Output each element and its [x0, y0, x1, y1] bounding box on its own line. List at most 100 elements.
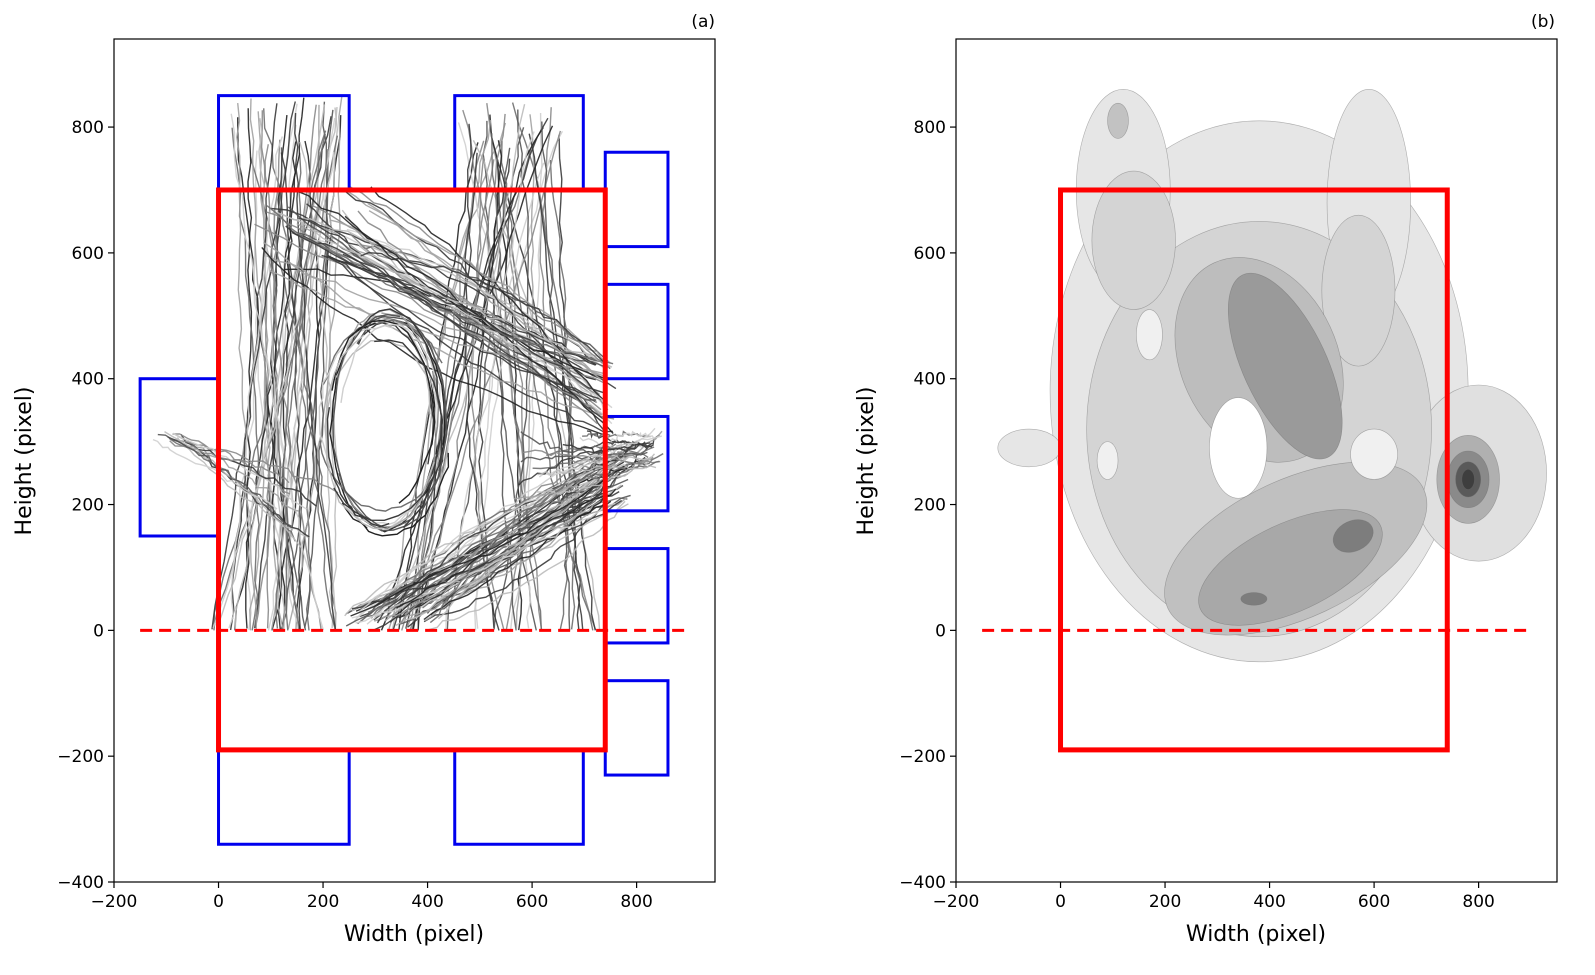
zone-rect — [603, 547, 670, 645]
trajectory — [231, 127, 260, 631]
trajectory — [423, 501, 606, 623]
trajectory — [326, 407, 390, 528]
trajectory — [299, 141, 338, 629]
trajectory — [429, 444, 623, 624]
trajectory — [528, 133, 596, 631]
trajectory — [361, 458, 621, 622]
panel-a-label: (a) — [691, 12, 715, 32]
trajectory — [367, 202, 601, 380]
panel-a-axes-frame — [113, 38, 716, 883]
panel-b-roi-rect — [1058, 187, 1450, 753]
trajectory — [236, 103, 257, 631]
trajectory — [356, 315, 448, 515]
panel-b-y-tick-label: 400 — [914, 370, 946, 390]
trajectory — [537, 464, 657, 477]
panel-a-y-tick-label: 800 — [72, 118, 104, 138]
panel-b-x-tick-label: −200 — [933, 892, 980, 912]
trajectory — [513, 430, 663, 500]
panel-a-y-ticks: −400 −200 0 200 400 600 800 — [57, 118, 114, 893]
trajectory — [331, 256, 613, 433]
trajectory — [425, 503, 629, 632]
panel-b-y-tick-label: 600 — [914, 244, 946, 264]
panel-a-y-tick-label: −200 — [57, 747, 104, 767]
trajectory — [577, 434, 660, 512]
panel-b-y-tick-label: −200 — [899, 747, 946, 767]
panel-b-y-tick-label: 800 — [914, 118, 946, 138]
trajectory — [176, 437, 309, 538]
trajectory — [332, 313, 424, 530]
density-contour — [1096, 441, 1119, 480]
trajectory — [392, 123, 472, 631]
trajectory — [270, 207, 611, 370]
panel-b-y-axis-title: Height (pixel) — [854, 387, 879, 536]
trajectory — [291, 231, 604, 420]
zone-rect — [603, 282, 670, 381]
trajectory — [230, 113, 324, 631]
trajectory — [172, 432, 308, 510]
panel-a-x-tick-label: 0 — [213, 892, 224, 912]
trajectory — [329, 219, 598, 404]
trajectory — [417, 127, 544, 631]
density-contour — [1321, 214, 1396, 367]
density-contour — [1461, 469, 1475, 490]
panel-a-x-ticks: −200 0 200 400 600 800 — [91, 882, 653, 912]
panel-a-x-axis-title: Width (pixel) — [344, 922, 484, 947]
trajectory — [280, 109, 334, 631]
trajectory — [548, 435, 662, 476]
trajectory — [168, 437, 296, 542]
panel-a-tracks — [152, 96, 664, 632]
trajectory — [588, 452, 664, 480]
panel-b-x-tick-label: 800 — [1462, 892, 1494, 912]
panel-a-roi-rect — [216, 187, 608, 753]
trajectory — [344, 215, 612, 380]
panel-b-x-ticks: −200 0 200 400 600 800 — [933, 882, 1495, 912]
trajectory — [245, 108, 253, 629]
density-contour — [1350, 428, 1398, 480]
trajectory — [331, 235, 597, 401]
trajectory — [271, 212, 605, 369]
trajectory — [518, 442, 651, 486]
panel-b-x-tick-label: 200 — [1149, 892, 1181, 912]
trajectory — [579, 455, 652, 465]
trajectory — [491, 133, 542, 631]
trajectory — [169, 440, 290, 484]
trajectory — [287, 96, 343, 630]
trajectory — [555, 460, 660, 493]
density-contour — [1209, 397, 1268, 499]
panel-a-y-tick-label: 0 — [93, 621, 104, 641]
density-contour — [1227, 272, 1343, 460]
trajectory — [234, 97, 305, 631]
trajectory — [500, 140, 594, 631]
trajectory — [362, 308, 443, 529]
trajectory — [424, 500, 602, 622]
panel-b-x-tick-label: 400 — [1253, 892, 1285, 912]
trajectory — [349, 186, 603, 364]
panel-a: −200 0 200 400 600 800 −400−2000200400600800 … — [12, 12, 716, 947]
zone-rect — [603, 679, 670, 777]
panel-a-x-tick-label: 800 — [620, 892, 652, 912]
trajectory — [296, 222, 595, 415]
trajectory — [328, 256, 604, 401]
trajectory — [423, 497, 605, 621]
trajectory — [297, 152, 337, 631]
panel-b-x-tick-label: 0 — [1055, 892, 1066, 912]
panel-b-y-ticks: −400 −200 0 200 400 600 800 — [899, 118, 956, 893]
trajectory — [350, 488, 617, 617]
zone-rect — [453, 748, 585, 846]
panel-a-x-tick-label: 200 — [307, 892, 339, 912]
trajectory — [211, 101, 296, 630]
density-contour — [1332, 519, 1374, 553]
panel-b-x-tick-label: 600 — [1358, 892, 1390, 912]
trajectory — [325, 334, 435, 530]
panel-a-y-tick-label: 400 — [72, 370, 104, 390]
trajectory — [351, 499, 623, 610]
trajectory — [331, 319, 436, 504]
panel-b-density — [997, 89, 1547, 663]
panel-b-label: (b) — [1531, 12, 1555, 32]
trajectory — [378, 317, 442, 478]
trajectory — [349, 233, 615, 420]
panel-a-y-axis-title: Height (pixel) — [12, 387, 37, 536]
panel-a-y-tick-label: 200 — [72, 496, 104, 516]
density-contour — [997, 428, 1061, 468]
